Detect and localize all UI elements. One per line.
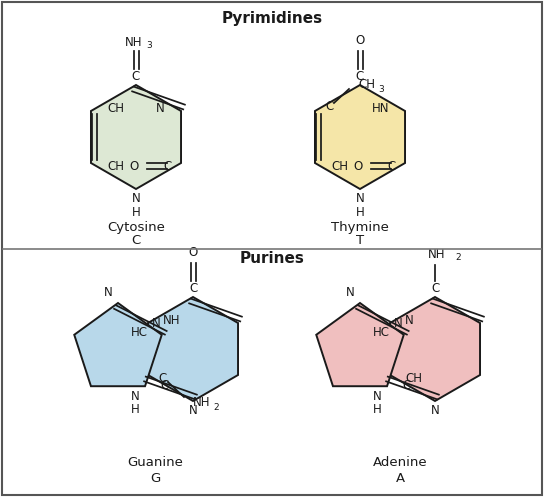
- Text: Pyrimidines: Pyrimidines: [221, 10, 323, 25]
- Text: C: C: [403, 379, 411, 392]
- Text: CH: CH: [107, 160, 124, 172]
- Text: H: H: [131, 403, 140, 415]
- Text: C: C: [160, 379, 169, 392]
- Polygon shape: [74, 303, 162, 386]
- Text: CH: CH: [331, 160, 348, 172]
- Text: N: N: [131, 390, 140, 403]
- Text: N: N: [152, 318, 160, 331]
- Polygon shape: [91, 85, 181, 189]
- Text: O: O: [354, 160, 363, 172]
- Text: NH: NH: [193, 396, 211, 409]
- Polygon shape: [316, 303, 404, 386]
- Text: C: C: [325, 100, 333, 113]
- Text: Cytosine: Cytosine: [107, 221, 165, 234]
- Text: C: C: [164, 160, 172, 172]
- Text: N: N: [373, 390, 382, 403]
- Text: C: C: [388, 160, 396, 172]
- Text: HC: HC: [373, 327, 390, 339]
- Text: CH: CH: [405, 371, 422, 385]
- Text: HC: HC: [131, 327, 148, 339]
- Text: C: C: [132, 70, 140, 83]
- Text: H: H: [132, 206, 140, 220]
- Text: O: O: [188, 247, 197, 259]
- Text: 3: 3: [146, 40, 152, 50]
- Text: N: N: [189, 405, 197, 417]
- Text: N: N: [132, 192, 140, 205]
- Text: O: O: [355, 34, 364, 48]
- Text: O: O: [130, 160, 139, 172]
- Text: G: G: [150, 473, 160, 486]
- Text: C: C: [189, 281, 197, 295]
- Text: C: C: [356, 70, 364, 83]
- Text: Thymine: Thymine: [331, 221, 389, 234]
- Text: 2: 2: [455, 253, 461, 262]
- Text: N: N: [104, 286, 113, 300]
- Text: NH: NH: [125, 35, 143, 49]
- Text: N: N: [405, 314, 414, 327]
- Text: C: C: [431, 281, 439, 295]
- Text: Guanine: Guanine: [127, 455, 183, 469]
- Text: CH: CH: [107, 101, 124, 114]
- Text: H: H: [373, 403, 382, 415]
- Text: C: C: [131, 235, 141, 248]
- Text: T: T: [356, 235, 364, 248]
- Text: H: H: [356, 206, 364, 220]
- Polygon shape: [315, 85, 405, 189]
- Text: N: N: [156, 101, 165, 114]
- Text: N: N: [394, 318, 403, 331]
- Text: C: C: [158, 371, 166, 385]
- Text: N: N: [431, 405, 440, 417]
- Text: 3: 3: [378, 84, 384, 93]
- Text: N: N: [356, 192, 364, 205]
- Text: A: A: [395, 473, 405, 486]
- Text: Purines: Purines: [239, 251, 305, 266]
- Text: NH: NH: [163, 314, 181, 327]
- Polygon shape: [148, 297, 238, 401]
- Text: CH: CH: [358, 78, 375, 90]
- Text: Adenine: Adenine: [373, 455, 428, 469]
- Text: NH: NH: [428, 248, 446, 261]
- Text: N: N: [346, 286, 355, 300]
- Polygon shape: [390, 297, 480, 401]
- Text: HN: HN: [372, 101, 389, 114]
- Text: 2: 2: [213, 403, 219, 412]
